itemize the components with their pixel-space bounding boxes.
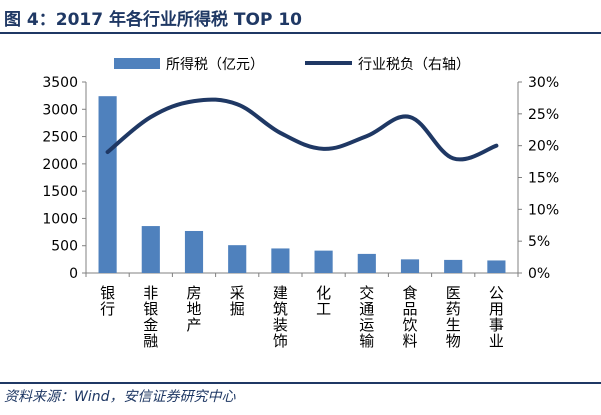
legend: 所得税（亿元） 行业税负（右轴） [114,56,470,73]
left-axis-tick-label: 2500 [42,130,78,146]
title-divider [0,32,601,34]
chart-axes: 0 500 1000 1500 2000 2500 3000 3500 0% 5% 10% 15% 20… [42,75,559,282]
x-tick-label: 非银金融 [143,284,158,350]
x-tick-label: 医药生物 [446,284,461,350]
footer-divider [0,382,601,384]
bar-series [98,96,506,273]
bar [357,253,376,273]
legend-bar-label: 所得税（亿元） [166,56,264,73]
left-axis-tick-label: 0 [69,266,78,282]
right-axis-tick-label: 15% [528,171,559,187]
x-tick-label: 房地产 [187,284,202,334]
left-axis-tick-label: 3500 [42,75,78,91]
chart-canvas: 所得税（亿元） 行业税负（右轴） 0 500 1000 1500 2000 2500 3000… [42,56,559,350]
x-tick-label: 食品饮料 [403,284,418,350]
bar [271,248,290,273]
x-tick-label: 公用事业 [489,284,504,350]
bar [487,260,506,273]
left-axis-tick-label: 2000 [42,157,78,173]
left-axis-tick-label: 1500 [42,184,78,200]
x-tick-label: 建筑装饰 [273,284,288,350]
bar [98,96,117,273]
x-tick-label: 交通运输 [359,284,374,350]
tax-burden-line [105,97,499,162]
right-axis-tick-label: 25% [528,107,559,123]
bar [184,230,204,273]
x-tick-label: 采掘 [230,284,245,318]
figure-title: 图 4：2017 年各行业所得税 TOP 10 [4,10,302,30]
line-series [105,97,499,162]
source-note: 资料来源：Wind，安信证券研究中心 [4,389,236,405]
x-tick-label: 化工 [316,284,331,318]
legend-bar-swatch [114,58,160,69]
bar [314,250,333,273]
bar [228,245,247,273]
right-axis-tick-label: 5% [528,234,550,250]
bar [141,226,160,273]
right-axis-tick-label: 30% [528,75,559,91]
left-axis-tick-label: 3000 [42,102,78,118]
x-tick-label: 银行 [100,284,115,318]
right-axis-tick-label: 0% [528,266,550,282]
left-axis-tick-label: 1000 [42,211,78,227]
x-tick-labels: 银行 非银金融 房地产 采掘 建筑装饰 化工 交通运输 食品饮料 医药生物 公用事业 [100,284,504,350]
right-axis-tick-label: 20% [528,139,559,155]
right-axis-tick-label: 10% [528,202,559,218]
legend-line-label: 行业税负（右轴） [358,57,470,73]
left-axis-tick-label: 500 [51,239,78,255]
bar [400,259,420,273]
bar [444,259,463,273]
